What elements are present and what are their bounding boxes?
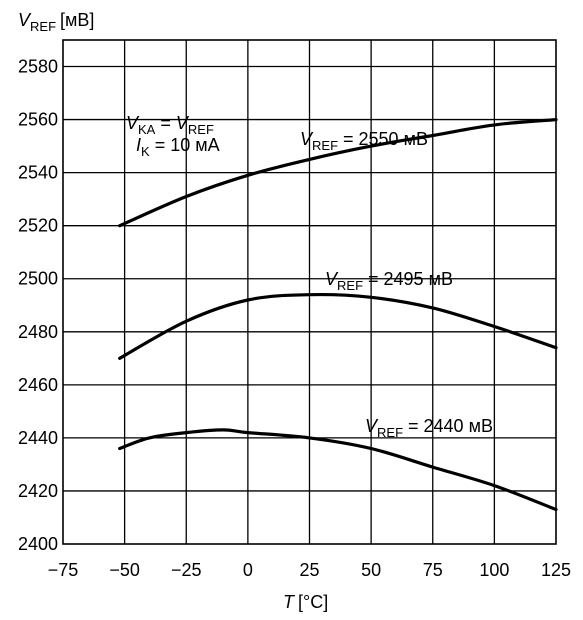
y-tick-label: 2540 [18,163,58,183]
y-axis-label: VREF [мВ] [18,10,94,34]
series-line-1 [118,292,558,360]
x-tick-label: 75 [423,560,443,580]
series-lines [118,118,558,512]
y-tick-label: 2460 [18,375,58,395]
x-tick-label: 0 [243,560,253,580]
x-axis-label: T [°C] [283,592,328,612]
x-tick-labels: −75 −50 −25 0 25 50 75 100 125 [48,560,571,580]
series-line-2 [118,428,558,512]
series-line-0 [118,118,558,228]
y-tick-label: 2580 [18,57,58,77]
y-tick-label: 2400 [18,534,58,554]
y-tick-label: 2560 [18,110,58,130]
x-tick-label: 50 [361,560,381,580]
y-tick-label: 2440 [18,428,58,448]
y-tick-label: 2420 [18,481,58,501]
grid [62,39,557,545]
x-tick-label: −25 [171,560,202,580]
series-label-2550: VREF = 2550 мВ [300,129,428,153]
condition-line-1: VKA = VREF [126,113,214,137]
y-tick-label: 2480 [18,322,58,342]
y-tick-label: 2520 [18,216,58,236]
series-label-2440: VREF = 2440 мВ [365,416,493,440]
x-tick-label: −50 [109,560,140,580]
condition-line-2: IK = 10 мА [136,135,220,159]
x-tick-label: 125 [541,560,571,580]
y-tick-label: 2500 [18,269,58,289]
x-tick-label: −75 [48,560,79,580]
x-tick-label: 25 [299,560,319,580]
series-label-2495: VREF = 2495 мВ [325,269,453,293]
y-tick-labels: 2400 2420 2440 2460 2480 2500 2520 2540 2560 2580 [18,57,58,554]
x-tick-label: 100 [479,560,509,580]
